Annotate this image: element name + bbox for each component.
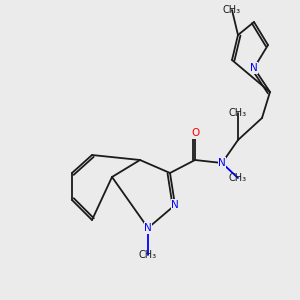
Text: N: N bbox=[218, 158, 226, 168]
Text: CH₃: CH₃ bbox=[229, 173, 247, 183]
Text: O: O bbox=[191, 128, 199, 138]
Text: N: N bbox=[250, 63, 258, 73]
Text: CH₃: CH₃ bbox=[139, 250, 157, 260]
Text: N: N bbox=[171, 200, 179, 210]
Text: CH₃: CH₃ bbox=[229, 108, 247, 118]
Text: CH₃: CH₃ bbox=[223, 5, 241, 15]
Text: N: N bbox=[144, 223, 152, 233]
